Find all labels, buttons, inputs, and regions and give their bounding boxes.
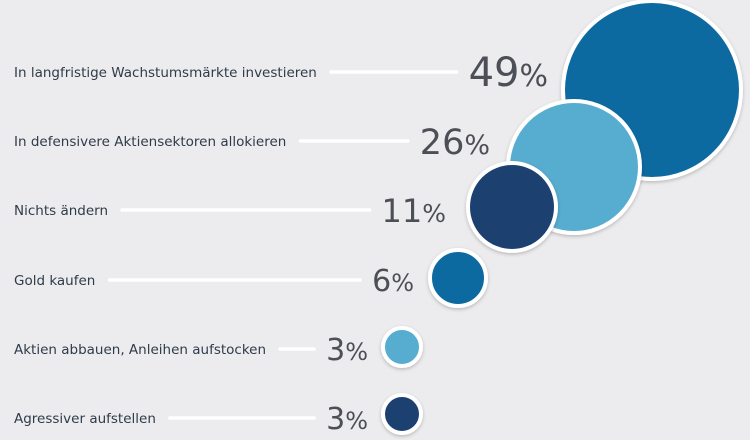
category-label-3: Nichts ändern [14,203,108,219]
category-label-4: Gold kaufen [14,273,95,289]
leader-lines-layer [107,70,459,420]
category-label-6: Agressiver aufstellen [14,411,156,427]
value-label-5: 3% [326,333,368,368]
bubble-6 [381,393,423,435]
bubble-5 [381,326,423,368]
value-label-3: 11% [382,192,446,230]
category-label-2: In defensivere Aktiensektoren allokieren [14,134,286,150]
value-label-6: 3% [326,402,368,437]
bubble-3 [466,161,558,253]
value-label-2: 26% [420,123,490,163]
value-label-4: 6% [372,264,414,299]
labels-layer: In langfristige Wachstumsmärkte investie… [14,50,548,437]
value-label-1: 49% [469,50,548,96]
bubbles-layer [381,0,743,435]
category-label-5: Aktien abbauen, Anleihen aufstocken [14,342,266,358]
category-label-1: In langfristige Wachstumsmärkte investie… [14,65,317,81]
bubble-4 [428,248,488,308]
